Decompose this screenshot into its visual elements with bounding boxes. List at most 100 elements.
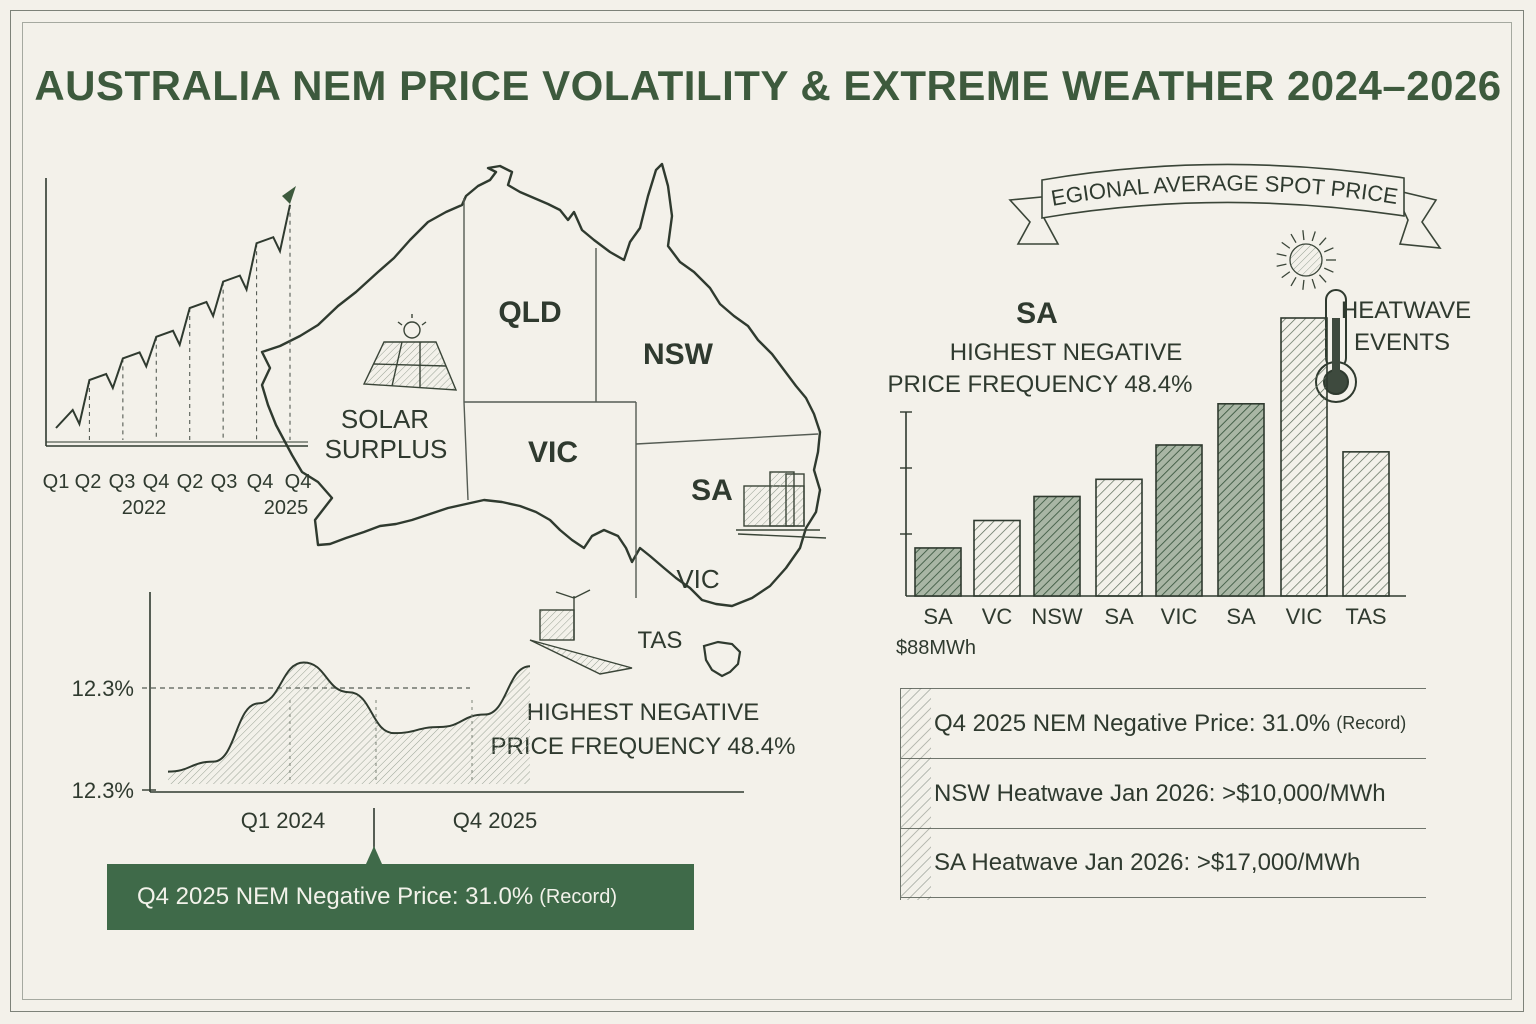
sun-ray (1290, 276, 1297, 287)
facts-hatch-margin (900, 688, 931, 900)
map-label-tas: TAS (638, 627, 683, 654)
sun-ray (1276, 263, 1287, 267)
bar-tick-label: SA (1104, 604, 1134, 629)
fact-row: Q4 2025 NEM Negative Price: 31.0% (Recor… (900, 688, 1426, 758)
bar-tick-label: VC (982, 604, 1013, 629)
solar-label-line2: SURPLUS (325, 434, 448, 464)
bar-tick-label: NSW (1031, 604, 1083, 629)
mainland-outline (260, 162, 822, 608)
inner-frame (22, 22, 1512, 1000)
sun-icon (1276, 230, 1336, 290)
fact-note: (Record) (1336, 713, 1407, 733)
bar-tick-label: VIC (1161, 604, 1198, 629)
trend-chart: Q1 Q2 Q3 Q4 Q2 Q3 Q4 Q4 2022 2025 (43, 178, 312, 519)
map-label-vic-2: VIC (676, 564, 719, 594)
sun-ray (1302, 279, 1305, 290)
callout-text: Q4 2025 NEM Negative Price: 31.0% (137, 883, 534, 910)
solar-label-line1: SOLAR (341, 404, 429, 434)
sun-ray (1311, 231, 1316, 242)
solar-panel-icon (362, 314, 458, 391)
sun-ray (1318, 274, 1327, 283)
heatwave-annotation-line2: EVENTS (1354, 329, 1450, 356)
bar-tick-label: SA (1226, 604, 1256, 629)
sun-ray (1318, 237, 1327, 246)
power-plant-icon (736, 471, 827, 539)
area-marks (167, 661, 531, 784)
fact-text: SA Heatwave Jan 2026: >$17,000/MWh (934, 849, 1361, 876)
trend-marks (55, 186, 296, 440)
trend-tick-label: Q4 (143, 471, 170, 493)
wind-farm-icon (529, 589, 633, 675)
bar-tick-labels: SA VC NSW SA VIC SA VIC TAS (923, 604, 1386, 629)
bar-tick-label: SA (923, 604, 953, 629)
bar (973, 519, 1021, 597)
page-title: AUSTRALIA NEM PRICE VOLATILITY & EXTREME… (34, 62, 1502, 109)
area-fill (168, 662, 530, 784)
bar (914, 547, 962, 597)
callout-note: (Record) (539, 885, 617, 908)
map-label-sa: SA (691, 474, 733, 507)
fact-text: NSW Heatwave Jan 2026: >$10,000/MWh (934, 779, 1386, 807)
bar-marks (914, 317, 1390, 597)
trend-tick-labels: Q1 Q2 Q3 Q4 Q2 Q3 Q4 Q4 (43, 471, 312, 493)
chart-title-banner: REGIONAL AVERAGE SPOT PRICES (0, 0, 1400, 211)
sun-ray (1281, 271, 1291, 279)
sun-ray (1281, 241, 1291, 249)
trend-tick-label: Q3 (211, 471, 238, 493)
chart-title: REGIONAL AVERAGE SPOT PRICES (0, 0, 1400, 211)
highlight-region: SA (1016, 297, 1058, 330)
trend-tick-label: Q1 (43, 471, 70, 493)
trend-tick-label: Q4 (247, 471, 274, 493)
highlight-line3: PRICE FREQUENCY 48.4% (888, 371, 1193, 398)
map-label-nsw: NSW (643, 338, 714, 371)
map-note-line2: PRICE FREQUENCY 48.4% (491, 733, 796, 760)
area-x-tick-label-start: Q1 2024 (241, 808, 325, 833)
bar (1155, 444, 1203, 597)
sun-ray (1276, 253, 1287, 257)
ribbon-banner (1008, 163, 1442, 249)
area-line (167, 661, 531, 773)
negative-price-chart: 12.3% 12.3% Q1 2024 Q4 2025 (72, 592, 744, 864)
sun-ray (1324, 247, 1334, 253)
trend-year-label-start: 2022 (122, 497, 167, 519)
key-facts-table: Q4 2025 NEM Negative Price: 31.0% (Recor… (900, 688, 1426, 900)
area-y-tick-label-bottom: 12.3% (72, 778, 134, 803)
trend-tick-label: Q2 (75, 471, 102, 493)
trend-arrowhead (282, 186, 296, 204)
map-note-line1: HIGHEST NEGATIVE (527, 699, 760, 726)
area-x-tick-label-end: Q4 2025 (453, 808, 537, 833)
sun-ray (1290, 233, 1297, 244)
bar (1280, 317, 1328, 597)
bar (1217, 403, 1265, 597)
bar-unit-label: $88MWh (896, 637, 976, 659)
sun-ray (1302, 230, 1305, 241)
map-label-qld: QLD (498, 296, 561, 329)
bar-tick-label: TAS (1345, 604, 1386, 629)
outer-frame (10, 10, 1524, 1012)
trend-year-label-end: 2025 (264, 497, 309, 519)
sun-ray (1324, 267, 1334, 273)
callout-pointer (366, 846, 382, 864)
sun-ray (1311, 278, 1316, 289)
fact-text: Q4 2025 NEM Negative Price: 31.0% (934, 709, 1331, 737)
bar (1033, 495, 1081, 597)
trend-tick-label: Q2 (177, 471, 204, 493)
highlight-line2: HIGHEST NEGATIVE (950, 339, 1183, 366)
trend-tick-label: Q4 (285, 471, 312, 493)
bar (1342, 451, 1390, 597)
border-line (635, 433, 819, 445)
border-line (463, 401, 469, 501)
fact-row: SA Heatwave Jan 2026: >$17,000/MWh (900, 828, 1426, 898)
tasmania-outline (702, 640, 742, 678)
area-y-tick-label-top: 12.3% (72, 676, 134, 701)
fact-row: NSW Heatwave Jan 2026: >$10,000/MWh (900, 758, 1426, 828)
trend-line (55, 204, 291, 429)
record-callout: Q4 2025 NEM Negative Price: 31.0% (Recor… (107, 864, 694, 930)
bar-tick-label: VIC (1286, 604, 1323, 629)
bar (1095, 478, 1143, 597)
australia-map: QLD NSW VIC SA VIC TAS SOLAR SURPLUS HIG… (260, 162, 827, 760)
heatwave-annotation-line1: HEATWAVE (1341, 297, 1471, 324)
map-label-vic: VIC (528, 436, 578, 469)
trend-tick-label: Q3 (109, 471, 136, 493)
